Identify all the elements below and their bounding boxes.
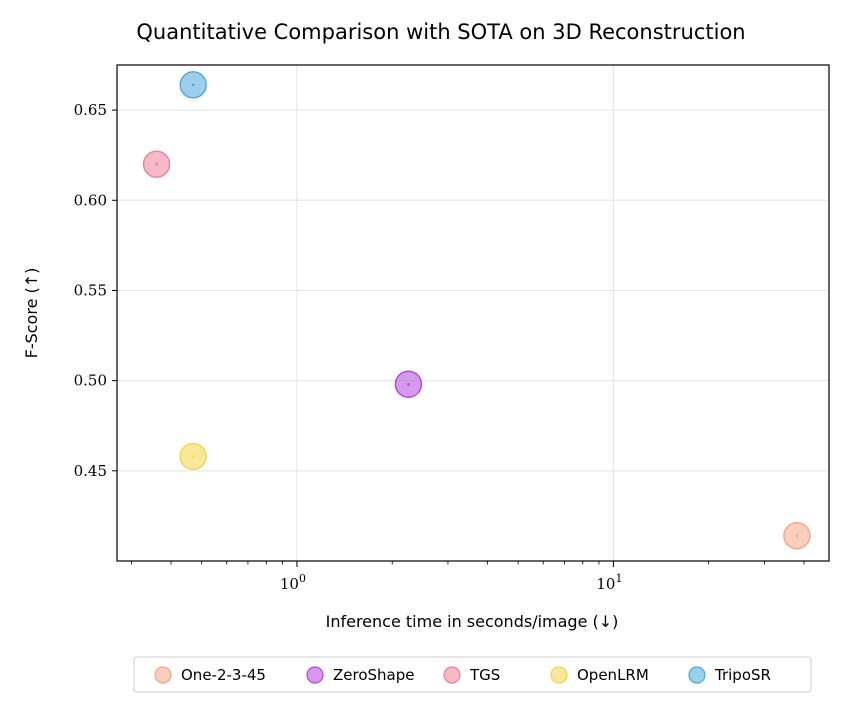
y-tick-label: 0.60 [74, 191, 107, 209]
x-tick-label: 100 [280, 572, 306, 593]
legend-marker [443, 666, 461, 684]
legend-marker [154, 666, 172, 684]
legend-label: OpenLRM [577, 666, 649, 684]
data-point-center [795, 534, 799, 538]
legend-marker [306, 666, 324, 684]
y-tick-label: 0.50 [74, 372, 107, 390]
y-tick-label: 0.45 [74, 462, 107, 480]
legend-marker [550, 666, 568, 684]
data-point-center [155, 162, 158, 166]
legend-label: TGS [469, 666, 500, 684]
data-point-center [191, 83, 195, 87]
plot-frame [116, 64, 830, 562]
legend-box [133, 656, 812, 693]
y-axis-ticks: 0.45 0.50 0.55 0.60 0.65 [74, 101, 117, 480]
x-axis-label: Inference time in seconds/image (↓) [326, 612, 619, 631]
data-point-center [191, 455, 195, 458]
legend-label: TripoSR [714, 666, 771, 684]
legend-marker [688, 666, 706, 684]
x-axis-ticks: 100 101 [280, 561, 622, 593]
data-points [142, 71, 811, 550]
legend-label: One-2-3-45 [181, 666, 266, 684]
y-tick-label: 0.65 [74, 101, 107, 119]
grid-lines [117, 65, 829, 561]
chart-title: Quantitative Comparison with SOTA on 3D … [136, 20, 745, 44]
legend: One-2-3-45 ZeroShape TGS OpenLRM TripoSR [133, 656, 812, 693]
legend-label: ZeroShape [333, 666, 415, 684]
y-tick-label: 0.55 [74, 281, 107, 299]
data-point-center [407, 382, 410, 386]
x-tick-label: 101 [596, 572, 622, 593]
y-axis-label: F-Score (↑) [22, 268, 41, 359]
